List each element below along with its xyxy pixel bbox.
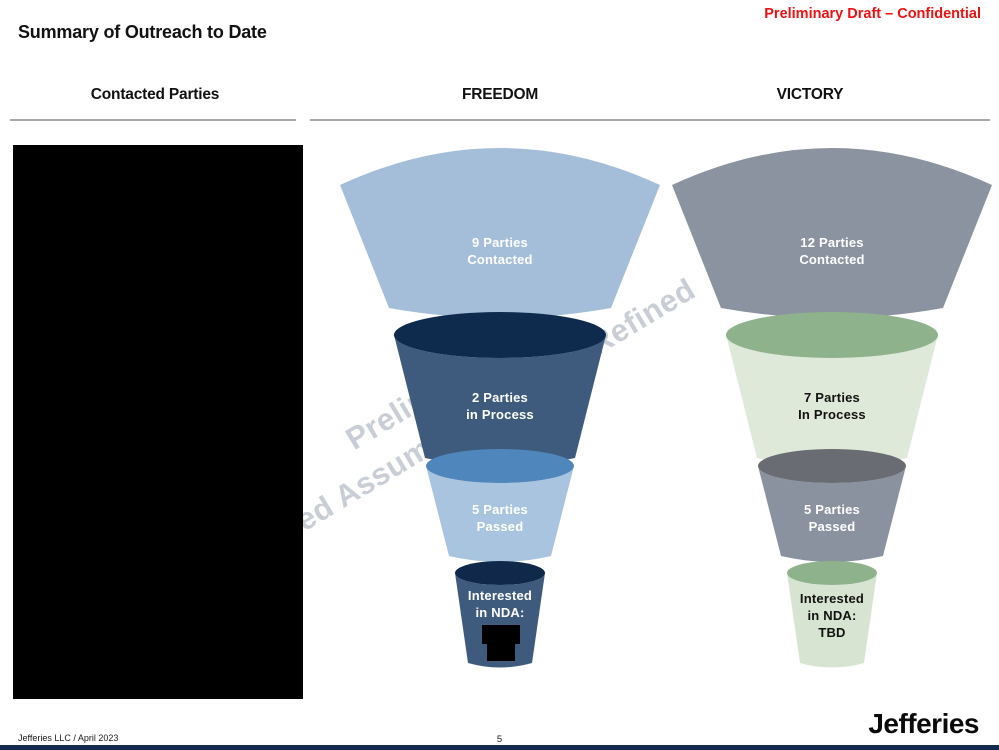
victory-segment-contacted-label-2: Contacted	[799, 252, 864, 267]
header-divider-right	[310, 119, 990, 121]
jefferies-logo: Jefferies	[868, 708, 979, 739]
freedom-segment-contacted-body	[340, 148, 660, 318]
freedom-segment-in-process: 2 Parties in Process	[394, 312, 606, 466]
contacted-parties-redacted-box	[13, 145, 303, 699]
victory-segment-in-process: 7 Parties In Process	[726, 312, 938, 466]
freedom-segment-nda-body	[455, 573, 545, 668]
freedom-segment-in-process-body	[394, 335, 606, 466]
freedom-segment-in-process-label-1: 2 Parties	[472, 390, 528, 405]
freedom-segment-passed: 5 Parties Passed	[426, 449, 574, 562]
column-header-victory: VICTORY	[776, 86, 844, 103]
freedom-segment-nda-rim	[455, 561, 545, 585]
victory-funnel-chart: 12 Parties Contacted 7 Parties In Proces…	[672, 148, 992, 668]
victory-segment-in-process-body	[726, 335, 938, 466]
victory-segment-nda-label-1: Interested	[800, 591, 864, 606]
freedom-segment-passed-rim	[426, 449, 574, 483]
column-header-freedom: FREEDOM	[461, 86, 539, 103]
redaction-box	[482, 625, 520, 644]
victory-segment-contacted-body	[672, 148, 992, 318]
victory-segment-passed: 5 Parties Passed	[758, 449, 906, 562]
freedom-segment-passed-body	[426, 466, 574, 562]
victory-segment-passed-label-2: Passed	[809, 519, 856, 534]
freedom-segment-nda-label-2: in NDA:	[475, 605, 524, 620]
footer-source-date: Jefferies LLC / April 2023	[18, 733, 119, 743]
freedom-segment-nda-label-1: Interested	[468, 588, 532, 603]
victory-segment-nda-body	[787, 573, 877, 668]
header-divider-left	[10, 119, 296, 121]
victory-segment-contacted: 12 Parties Contacted	[672, 148, 992, 318]
freedom-funnel-chart: 9 Parties Contacted 2 Parties in Process…	[340, 148, 660, 668]
freedom-segment-in-process-label-2: in Process	[466, 407, 534, 422]
victory-segment-in-process-rim	[726, 312, 938, 358]
victory-segment-in-process-label-2: In Process	[798, 407, 866, 422]
victory-segment-nda-label-2: in NDA:	[807, 608, 856, 623]
redaction-box	[487, 643, 515, 661]
column-header-contacted-parties: Contacted Parties	[90, 86, 220, 103]
victory-segment-passed-label-1: 5 Parties	[804, 502, 860, 517]
victory-segment-nda: Interested in NDA: TBD	[787, 561, 877, 668]
freedom-segment-nda: Interested in NDA:	[455, 561, 545, 668]
victory-segment-in-process-label-1: 7 Parties	[804, 390, 860, 405]
freedom-segment-passed-label-1: 5 Parties	[472, 502, 528, 517]
victory-segment-nda-label-3: TBD	[818, 625, 845, 640]
freedom-segment-passed-label-2: Passed	[477, 519, 524, 534]
victory-segment-contacted-label-1: 12 Parties	[800, 235, 863, 250]
freedom-segment-contacted: 9 Parties Contacted	[340, 148, 660, 318]
freedom-segment-contacted-label-2: Contacted	[467, 252, 532, 267]
victory-segment-nda-rim	[787, 561, 877, 585]
victory-segment-passed-body	[758, 466, 906, 562]
freedom-segment-in-process-rim	[394, 312, 606, 358]
freedom-segment-contacted-label-1: 9 Parties	[472, 235, 528, 250]
victory-segment-passed-rim	[758, 449, 906, 483]
page-title: Summary of Outreach to Date	[18, 22, 267, 42]
confidentiality-notice: Preliminary Draft – Confidential	[764, 6, 981, 22]
page-number: 5	[496, 734, 503, 745]
bottom-accent-bar	[0, 745, 999, 750]
